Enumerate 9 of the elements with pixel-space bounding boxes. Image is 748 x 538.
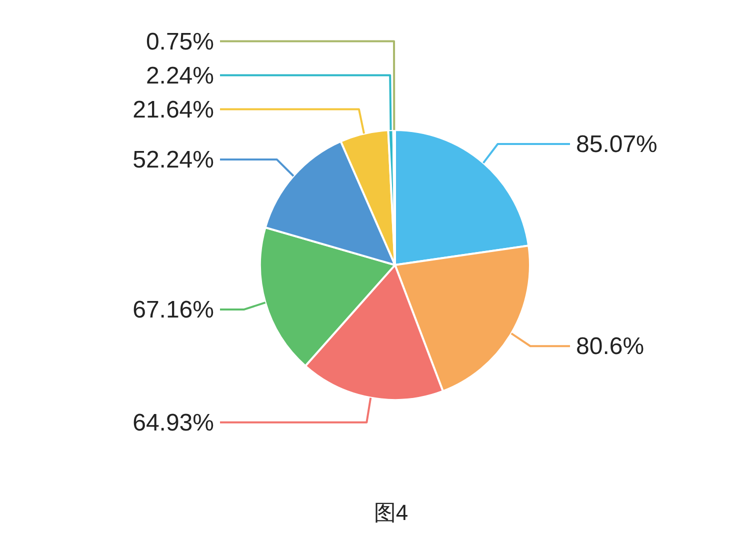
data-label: 2.24% — [146, 62, 214, 90]
caption: 图4 — [374, 500, 408, 525]
data-label: 64.93% — [132, 409, 214, 436]
data-label: 0.75% — [146, 28, 214, 56]
data-label: 21.64% — [132, 96, 214, 124]
data-label: 67.16% — [132, 296, 214, 324]
data-label: 80.6% — [576, 333, 644, 360]
data-label: 85.07% — [576, 131, 658, 158]
data-label: 52.24% — [132, 146, 214, 174]
